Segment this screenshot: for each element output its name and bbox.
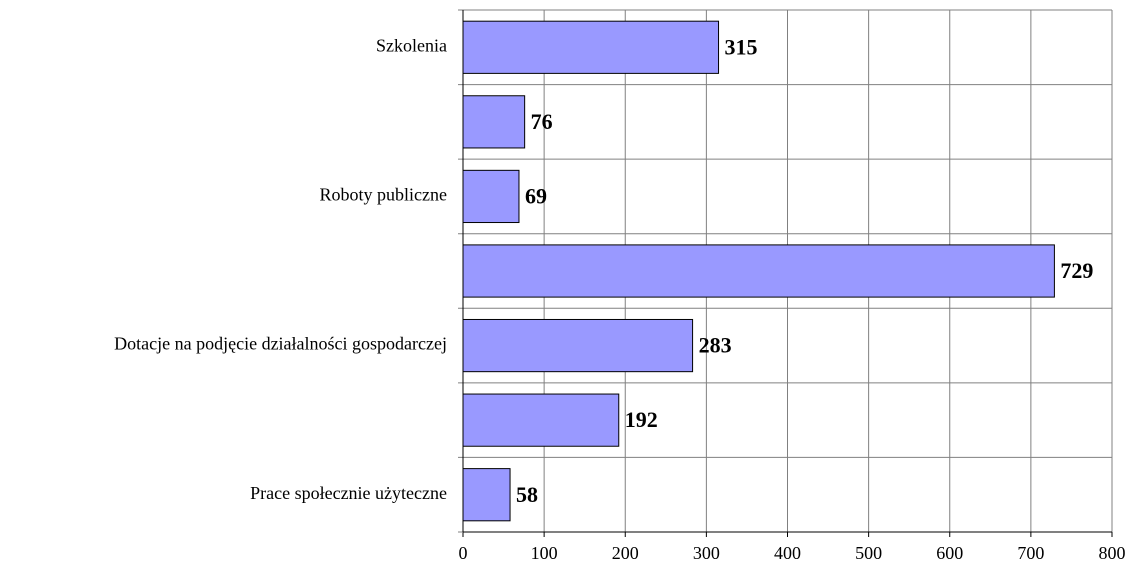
bar [462,468,511,522]
value-label: 69 [525,183,547,208]
bar [462,393,620,447]
value-label: 58 [516,482,538,507]
x-tick-label: 800 [1099,543,1126,563]
x-tick-label: 200 [612,543,639,563]
bar [462,20,720,74]
x-tick-label: 600 [936,543,963,563]
value-label: 315 [725,34,758,59]
y-tick-label: Prace społecznie użyteczne [250,483,447,503]
y-tick-label: Dotacje na podjęcie działalności gospoda… [114,334,447,354]
x-tick-label: 100 [531,543,558,563]
value-label: 729 [1060,258,1093,283]
value-label: 283 [699,333,732,358]
value-label: 192 [625,407,658,432]
x-tick-label: 300 [693,543,720,563]
x-tick-label: 400 [774,543,801,563]
bar [462,318,694,373]
x-tick-label: 500 [855,543,882,563]
y-tick-label: Roboty publiczne [320,185,447,205]
bar [462,169,520,224]
bar [462,95,526,149]
x-tick-label: 0 [459,543,468,563]
x-tick-label: 700 [1017,543,1044,563]
y-tick-label: Szkolenia [376,35,447,55]
bar [462,244,1055,298]
value-label: 76 [531,109,553,134]
